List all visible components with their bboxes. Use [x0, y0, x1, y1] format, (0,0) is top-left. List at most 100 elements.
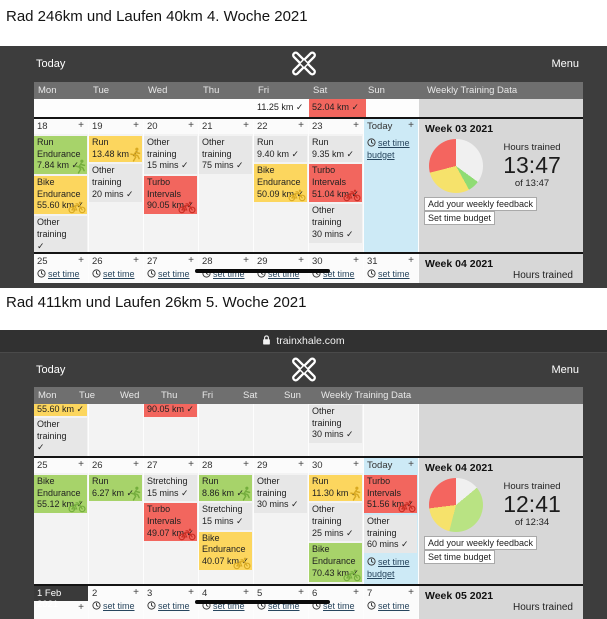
menu-button[interactable]: Menu [551, 58, 579, 70]
add-activity-button[interactable]: + [353, 459, 359, 470]
date-label: 25 + [34, 458, 88, 473]
set-time-budget-button[interactable]: Set time budget [424, 211, 496, 225]
add-activity-button[interactable]: + [133, 587, 139, 598]
add-activity-button[interactable]: + [78, 120, 84, 131]
set-time-link[interactable]: set time [37, 269, 87, 279]
event-other-training[interactable]: Other training ✓ [34, 418, 87, 456]
add-weekly-feedback-button[interactable]: Add your weekly feedback [424, 197, 538, 211]
add-activity-button[interactable]: + [298, 120, 304, 131]
add-activity-button[interactable]: + [408, 255, 414, 266]
event-title: Other training [202, 137, 232, 159]
add-activity-button[interactable]: + [133, 120, 139, 131]
set-time-link[interactable]: set time [147, 269, 197, 279]
add-activity-button[interactable]: + [408, 587, 414, 598]
event-other-training[interactable]: Other training 30 mins ✓ [309, 204, 362, 243]
add-activity-button[interactable]: + [408, 120, 414, 131]
set-time-link[interactable]: set time [147, 601, 197, 611]
add-activity-button[interactable]: + [78, 255, 84, 266]
browser-address-bar[interactable]: trainxhale.com [0, 330, 607, 353]
set-time-budget-link[interactable]: set time budget [367, 557, 416, 580]
today-button[interactable]: Today [36, 58, 66, 70]
event-run[interactable]: Run 9.35 km ✓ [309, 136, 362, 163]
date-number: 28 [202, 256, 213, 267]
set-time-link[interactable]: set time [92, 269, 142, 279]
add-activity-button[interactable]: + [78, 459, 84, 470]
add-activity-button[interactable]: + [353, 255, 359, 266]
weekly-training-panel: Week 05 2021 Hours trained [419, 586, 583, 619]
event-other-training[interactable]: Other training 75 mins ✓ [199, 136, 252, 175]
event-run[interactable]: Run 6.27 km ✓ [89, 475, 142, 502]
event-run[interactable]: Run 8.86 km ✓ [199, 475, 252, 502]
event-turbo-intervals[interactable]: Turbo Intervals 49.07 km ✓ [144, 503, 197, 542]
event-other-training[interactable]: Other training 60 mins ✓ [364, 515, 417, 554]
event-other-training[interactable]: Other training 15 mins ✓ [144, 136, 197, 175]
day-column-31: 31 + set time [364, 254, 418, 283]
event-bike-endurance[interactable]: Bike Endurance 70.43 km ✓ [309, 543, 362, 582]
event-run[interactable]: Run 13.48 km ✓ [89, 136, 142, 163]
event-bike-endurance[interactable]: Bike Endurance 55.12 km ✓ [34, 475, 87, 514]
add-weekly-feedback-button[interactable]: Add your weekly feedback [424, 536, 538, 550]
set-time-budget-link[interactable]: set time budget [367, 138, 416, 161]
add-activity-button[interactable]: + [78, 602, 84, 613]
add-activity-button[interactable]: + [298, 459, 304, 470]
date-label: 4 + [199, 586, 253, 601]
event-stretching[interactable]: Stretching 15 mins ✓ [199, 503, 252, 530]
add-activity-button[interactable]: + [353, 120, 359, 131]
add-activity-button[interactable]: + [243, 255, 249, 266]
add-activity-button[interactable]: + [353, 587, 359, 598]
add-activity-button[interactable]: + [243, 120, 249, 131]
set-time-link[interactable]: set time [367, 601, 417, 611]
add-activity-button[interactable]: + [243, 587, 249, 598]
hours-pie-chart [429, 478, 483, 532]
menu-button[interactable]: Menu [551, 364, 579, 376]
event-other-training[interactable]: Other training ✓ [34, 216, 87, 252]
event-title: Other training [312, 205, 342, 228]
clock-icon [367, 269, 376, 278]
set-time-link[interactable]: set time [367, 269, 417, 279]
event-value: 50.09 km ✓ [257, 188, 305, 199]
add-activity-button[interactable]: + [298, 587, 304, 598]
event-bike-endurance-partial[interactable]: 55.60 km ✓ [34, 404, 87, 416]
bike-icon [178, 528, 196, 541]
day-header-wed: Wed [120, 390, 140, 401]
add-activity-button[interactable]: + [188, 587, 194, 598]
event-other-training[interactable]: Other training 30 mins ✓ [309, 405, 362, 444]
day-header-sun: Sun [368, 85, 385, 96]
add-activity-button[interactable]: + [188, 459, 194, 470]
today-button[interactable]: Today [36, 364, 66, 376]
event-run-endurance[interactable]: Run Endurance 7.84 km ✓ [34, 136, 87, 175]
set-time-link[interactable]: set time [92, 601, 142, 611]
event-other-training[interactable]: Other training 30 mins ✓ [254, 475, 307, 514]
day-header-row: Mon Tue Wed Thu Fri Sat Sun Weekly Training Dat… [34, 82, 583, 99]
add-activity-button[interactable]: + [188, 120, 194, 131]
event-value: 9.40 km ✓ [257, 148, 300, 159]
event-stretching[interactable]: Stretching 15 mins ✓ [144, 475, 197, 502]
event-turbo-intervals[interactable]: Turbo Intervals 90.05 km ✓ [144, 176, 197, 215]
event-turbo-intervals-sat[interactable]: 52.04 km ✓ [309, 99, 366, 117]
event-run[interactable]: Run 9.40 km ✓ [254, 136, 307, 163]
event-other-training[interactable]: Other training 25 mins ✓ [309, 503, 362, 542]
add-activity-button[interactable]: + [133, 255, 139, 266]
add-activity-button[interactable]: + [298, 255, 304, 266]
set-time-budget-button[interactable]: Set time budget [424, 550, 496, 564]
add-activity-button[interactable]: + [408, 459, 414, 470]
today-column: Today + set time budget [364, 119, 418, 252]
event-turbo-intervals[interactable]: Turbo Intervals 51.56 km ✓ [364, 475, 417, 514]
date-label: 25 + [34, 254, 88, 269]
event-bike-endurance[interactable]: Bike Endurance 40.07 km ✓ [199, 531, 252, 570]
add-activity-button[interactable]: + [188, 255, 194, 266]
event-title: Run [92, 137, 109, 147]
event-turbo-intervals[interactable]: Turbo Intervals 51.04 km ✓ [309, 164, 362, 203]
add-activity-button[interactable]: + [133, 459, 139, 470]
scroll-indicator[interactable] [195, 269, 330, 273]
date-label: 31 + [364, 254, 418, 269]
scroll-indicator[interactable] [195, 600, 330, 604]
event-run-fri[interactable]: 11.25 km ✓ [257, 102, 304, 112]
event-run[interactable]: Run 11.30 km ✓ [309, 475, 362, 502]
event-bike-endurance[interactable]: Bike Endurance 50.09 km ✓ [254, 164, 307, 203]
event-other-training[interactable]: Other training 20 mins ✓ [89, 164, 142, 203]
event-title: Other training [147, 137, 177, 159]
event-turbo-intervals-partial[interactable]: 90.05 km ✓ [144, 404, 197, 417]
event-bike-endurance[interactable]: Bike Endurance 55.60 km ✓ [34, 176, 87, 215]
add-activity-button[interactable]: + [243, 459, 249, 470]
